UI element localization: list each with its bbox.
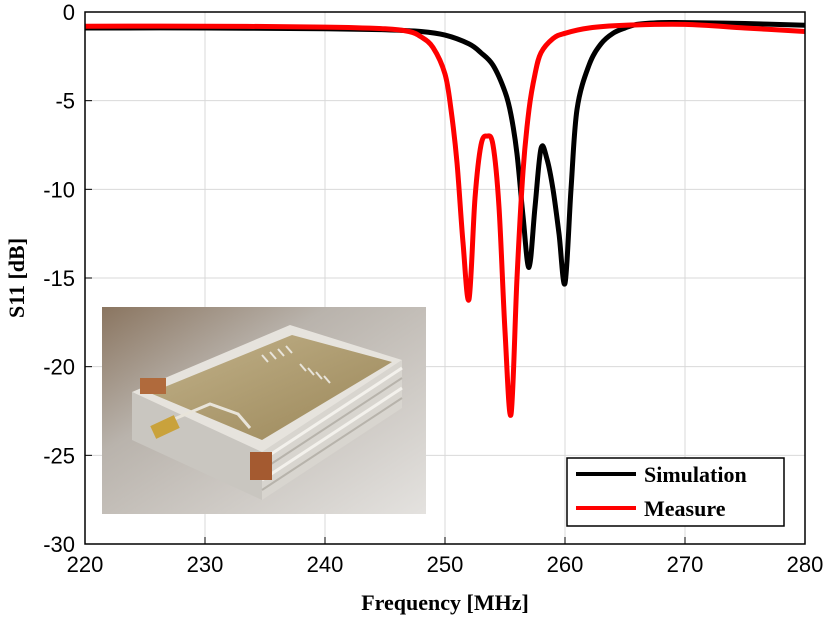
legend-label-simulation: Simulation xyxy=(644,462,747,487)
x-tick-label: 220 xyxy=(67,552,104,577)
y-tick-label: -30 xyxy=(43,532,75,557)
x-tick-label: 250 xyxy=(427,552,464,577)
legend-box xyxy=(566,457,785,527)
y-tick-label: 0 xyxy=(63,0,75,25)
y-tick-label: -20 xyxy=(43,355,75,380)
series-line-simulation xyxy=(85,19,805,287)
legend: Simulation Measure xyxy=(566,457,785,527)
x-tick-label: 270 xyxy=(667,552,704,577)
x-tick-label: 240 xyxy=(307,552,344,577)
x-tick-label: 260 xyxy=(547,552,584,577)
series-layer xyxy=(85,19,805,418)
y-tick-label: -15 xyxy=(43,266,75,291)
x-axis-title: Frequency [MHz] xyxy=(361,590,529,615)
y-axis-title: S11 [dB] xyxy=(4,238,29,318)
ticks-layer: 220 230 240 250 260 270 280 0 -5 -10 -15 -20 -25 -30 xyxy=(43,0,823,577)
y-tick-label: -10 xyxy=(43,177,75,202)
series-line-measure xyxy=(85,21,805,418)
device-photo xyxy=(102,307,426,514)
y-tick-label: -25 xyxy=(43,443,75,468)
y-tick-label: -5 xyxy=(55,89,75,114)
x-tick-label: 230 xyxy=(187,552,224,577)
legend-label-measure: Measure xyxy=(644,496,726,521)
x-tick-label: 280 xyxy=(787,552,824,577)
